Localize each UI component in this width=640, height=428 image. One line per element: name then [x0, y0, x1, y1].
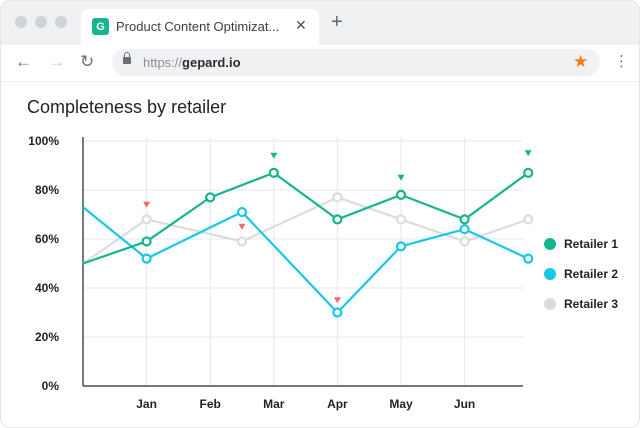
- x-tick-label: May: [389, 397, 413, 411]
- series-point: [395, 189, 407, 201]
- trend-down-marker-icon: [238, 223, 246, 230]
- page-content: 0% 20% 40% 60% 80% 100% Jan Feb Mar Apr May Jun Re…: [1, 82, 639, 427]
- address-bar[interactable]: https://gepard.io ★: [112, 49, 600, 76]
- chart-legend: Retailer 1 Retailer 2 Retailer 3: [544, 237, 618, 311]
- series-point: [523, 167, 534, 178]
- series-point: [332, 192, 343, 203]
- trend-up-marker-icon: [524, 150, 532, 157]
- legend-swatch: [544, 298, 556, 310]
- more-menu-icon[interactable]: ⋮: [614, 53, 629, 70]
- trend-down-marker-icon: [333, 297, 341, 304]
- x-tick-label: Feb: [200, 397, 221, 411]
- series-point: [205, 192, 216, 203]
- x-tick-label: Jan: [136, 397, 157, 411]
- y-tick-label: 80%: [35, 183, 59, 197]
- series-point: [236, 236, 248, 247]
- trend-up-marker-icon: [270, 152, 278, 159]
- window-close-dot[interactable]: [15, 16, 27, 28]
- series-point: [395, 214, 407, 225]
- trend-markers: [143, 150, 532, 304]
- y-tick-label: 40%: [35, 281, 59, 295]
- window-minimize-dot[interactable]: [35, 16, 47, 28]
- browser-toolbar: ← → ↻ https://gepard.io ★ ⋮: [1, 45, 639, 82]
- legend-swatch: [544, 238, 556, 250]
- reload-icon[interactable]: ↻: [80, 52, 95, 71]
- series-point: [459, 224, 470, 235]
- x-tick-label: Apr: [327, 397, 348, 411]
- lock-icon: [123, 52, 131, 64]
- window-maximize-dot[interactable]: [55, 16, 67, 28]
- series-point: [141, 214, 152, 225]
- gepard-favicon-icon: G: [92, 18, 109, 35]
- trend-down-marker-icon: [143, 201, 151, 208]
- completeness-line-chart: 0% 20% 40% 60% 80% 100% Jan Feb Mar Apr May Jun Re…: [28, 134, 618, 411]
- legend-label: Retailer 1: [564, 237, 618, 251]
- forward-arrow-icon[interactable]: →: [48, 52, 65, 71]
- chart-title: Completeness by retailer: [27, 97, 227, 117]
- legend-label: Retailer 3: [564, 297, 618, 311]
- bookmark-star-icon[interactable]: ★: [573, 52, 589, 71]
- url-text[interactable]: https://gepard.io: [143, 55, 241, 70]
- series-point: [395, 241, 407, 252]
- active-tab[interactable]: G Product Content Optimizat... ✕: [81, 9, 319, 45]
- y-axis-tick-labels: 0% 20% 40% 60% 80% 100%: [28, 134, 59, 393]
- url-scheme: https://: [143, 55, 183, 70]
- new-tab-icon[interactable]: +: [331, 11, 343, 33]
- series-point: [141, 236, 152, 247]
- series-point: [459, 236, 470, 247]
- series-point: [523, 214, 534, 225]
- series-point: [268, 167, 279, 178]
- close-tab-icon[interactable]: ✕: [295, 17, 307, 33]
- trend-up-marker-icon: [397, 174, 405, 181]
- x-axis-tick-labels: Jan Feb Mar Apr May Jun: [136, 397, 475, 411]
- tab-bar: G Product Content Optimizat... ✕ +: [1, 1, 639, 45]
- chart-axes: [82, 137, 523, 387]
- series-point: [141, 253, 152, 264]
- x-tick-label: Mar: [263, 397, 285, 411]
- series-line-1: [82, 171, 529, 265]
- tab-title: Product Content Optimizat...: [116, 19, 280, 34]
- x-tick-label: Jun: [454, 397, 475, 411]
- series-point: [236, 206, 248, 218]
- series-point: [332, 214, 343, 225]
- y-tick-label: 60%: [35, 232, 59, 246]
- y-tick-label: 20%: [35, 330, 59, 344]
- y-tick-label: 0%: [42, 379, 60, 393]
- back-arrow-icon[interactable]: ←: [15, 52, 32, 71]
- url-host: gepard.io: [182, 55, 241, 70]
- y-tick-label: 100%: [28, 134, 59, 148]
- legend-label: Retailer 2: [564, 267, 618, 281]
- chart-series: [82, 167, 534, 318]
- series-point: [332, 307, 343, 318]
- legend-swatch: [544, 268, 556, 280]
- series-point: [523, 253, 534, 264]
- series-point: [459, 214, 470, 225]
